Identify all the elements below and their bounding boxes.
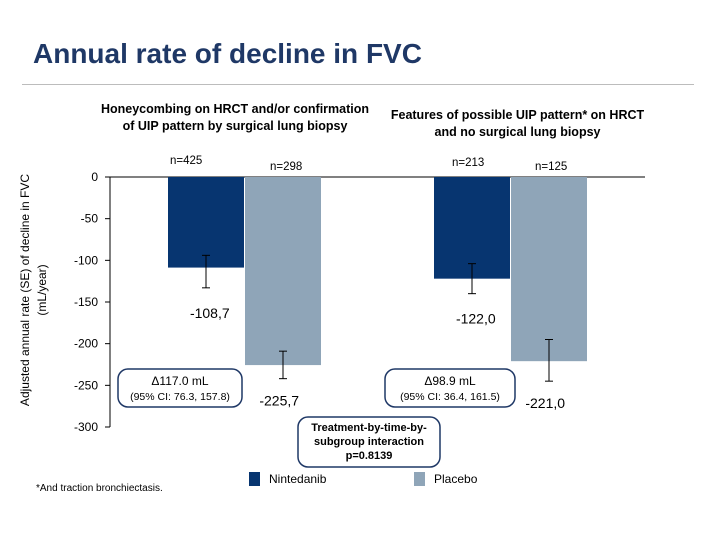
legend-item-placebo: Placebo: [414, 472, 477, 486]
interaction-text: p=0.8139: [346, 450, 393, 462]
interaction-text: subgroup interaction: [314, 436, 424, 448]
delta-box: [384, 368, 516, 408]
panel-title-left: Honeycombing on HRCT and/or confirmation…: [100, 102, 370, 133]
y-tick-label: 0: [91, 170, 98, 184]
legend-swatch-nintedanib: [249, 472, 260, 486]
bar-placebo-group1: [245, 177, 321, 366]
delta-box: [117, 368, 243, 408]
bar-placebo-group2: [511, 177, 587, 362]
legend-item-nintedanib: Nintedanib: [249, 472, 326, 486]
page-title: Annual rate of decline in FVC: [33, 38, 422, 69]
n-label: n=298: [270, 161, 302, 173]
y-tick-label: -200: [74, 337, 98, 351]
delta-ci: (95% CI: 36.4, 161.5): [400, 391, 500, 403]
data-label: -108,7: [190, 305, 230, 321]
bar-nintedanib-group2: [434, 177, 510, 279]
n-label: n=213: [452, 157, 484, 169]
y-tick-label: -100: [74, 253, 98, 267]
title-divider: [22, 84, 694, 85]
legend-label-nintedanib: Nintedanib: [269, 472, 327, 486]
footnote: *And traction bronchiectasis.: [36, 483, 163, 494]
legend-swatch-placebo: [414, 472, 425, 486]
legend-label-placebo: Placebo: [434, 472, 478, 486]
panel-title-right: Features of possible UIP pattern* on HRC…: [390, 108, 645, 139]
y-tick-label: -50: [81, 212, 99, 226]
delta-value: Δ98.9 mL: [424, 374, 476, 388]
delta-ci: (95% CI: 76.3, 157.8): [130, 391, 230, 403]
data-label: -225,7: [259, 393, 299, 409]
data-label: -122,0: [456, 311, 496, 327]
delta-value: Δ117.0 mL: [151, 374, 208, 388]
n-label: n=125: [535, 161, 567, 173]
bar-nintedanib-group1: [168, 177, 244, 268]
data-label: -221,0: [525, 395, 565, 411]
y-tick-label: -300: [74, 420, 98, 434]
y-tick-label: -250: [74, 378, 98, 392]
interaction-box: [297, 416, 441, 468]
n-label: n=425: [170, 155, 202, 167]
interaction-text: Treatment-by-time-by-: [311, 422, 427, 434]
y-tick-label: -150: [74, 295, 98, 309]
